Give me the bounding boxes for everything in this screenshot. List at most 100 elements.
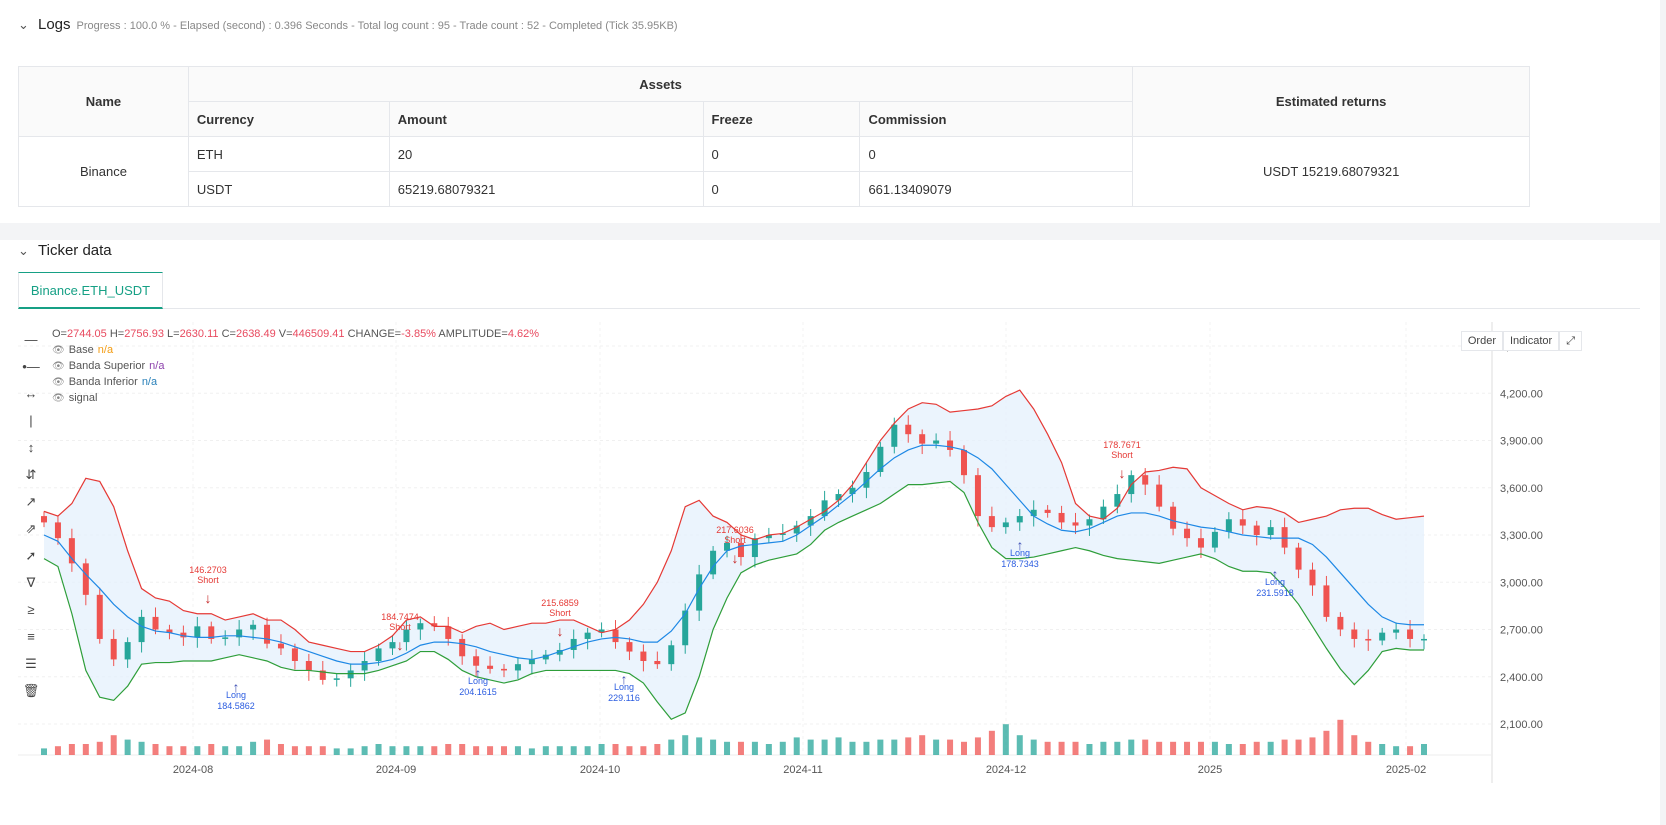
- candle-body: [1086, 519, 1093, 526]
- freeze-cell: 0: [702, 136, 861, 172]
- candle-body: [222, 637, 229, 639]
- legend-item-lower-band[interactable]: 👁 Banda Inferior n/a: [52, 376, 158, 388]
- candle-body: [779, 533, 786, 535]
- y-tick-label: 3,300.00: [1500, 530, 1543, 542]
- candle-body: [863, 472, 870, 488]
- volume-bar: [891, 739, 898, 755]
- horizontal-segment-icon[interactable]: ↔: [24, 386, 38, 401]
- candle-body: [1072, 522, 1079, 526]
- candle-body: [1100, 506, 1107, 520]
- indicator-button[interactable]: Indicator: [1502, 331, 1560, 351]
- horizontal-line-icon[interactable]: —: [24, 332, 38, 347]
- candle-body: [584, 632, 591, 639]
- vertical-line-icon[interactable]: |: [29, 413, 33, 428]
- volume-bar: [431, 746, 438, 755]
- col-currency: Currency: [187, 101, 390, 137]
- volume-bar: [194, 746, 201, 755]
- vertical-segment-icon[interactable]: ⇵: [25, 466, 37, 482]
- volume-bar: [250, 741, 257, 755]
- candle-body: [54, 522, 61, 539]
- fib-levels-icon[interactable]: ☰: [25, 655, 37, 671]
- candle-body: [124, 642, 131, 660]
- candle-body: [598, 629, 605, 633]
- parallel-channel-icon[interactable]: ≥: [27, 602, 35, 617]
- ticker-header[interactable]: ⌄ Ticker data: [18, 242, 112, 259]
- candle-body: [180, 632, 187, 638]
- legend-item-signal[interactable]: 👁 signal: [52, 392, 98, 404]
- horizontal-ray-icon[interactable]: •—: [22, 359, 40, 374]
- eye-icon[interactable]: 👁: [52, 392, 65, 404]
- volume-bar: [319, 746, 326, 755]
- candle-body: [947, 440, 954, 450]
- x-tick-label: 2024-12: [986, 764, 1026, 776]
- fib-retracement-icon[interactable]: ≡: [27, 629, 35, 644]
- volume-bar: [361, 746, 368, 755]
- candle-body: [1351, 629, 1358, 639]
- trend-line-icon[interactable]: ↗: [25, 493, 37, 509]
- volume-bar: [821, 739, 828, 755]
- volume-bar: [501, 746, 507, 755]
- legend-item-base[interactable]: 👁 Base n/a: [52, 344, 114, 356]
- logs-header[interactable]: ⌄ Logs Progress : 100.0 % - Elapsed (sec…: [18, 16, 678, 33]
- volume-bar: [765, 744, 772, 755]
- volume-bar: [961, 741, 967, 755]
- candle-body: [319, 670, 326, 680]
- candle-body: [612, 629, 619, 643]
- volume-bar: [1267, 741, 1274, 755]
- legend-item-upper-band[interactable]: 👁 Banda Superior n/a: [52, 360, 165, 372]
- candle-body: [1253, 525, 1260, 535]
- candle-body: [277, 643, 284, 649]
- eye-icon[interactable]: 👁: [52, 344, 65, 356]
- volume-bar: [1184, 741, 1191, 755]
- volume-bar: [1253, 741, 1260, 755]
- volume-bar: [222, 746, 229, 755]
- col-name: Name: [18, 66, 189, 137]
- price-chart[interactable]: 4,500.004,200.003,900.003,600.003,300.00…: [0, 240, 1660, 825]
- extended-line-icon[interactable]: ➚: [25, 547, 37, 563]
- volume-bar: [626, 746, 633, 755]
- chevron-down-icon[interactable]: ⌄: [18, 243, 29, 258]
- price-label-icon[interactable]: ∇: [26, 574, 36, 590]
- signal-value-label: 229.116: [608, 693, 640, 703]
- volume-bar: [403, 746, 410, 755]
- tab-eth-usdt[interactable]: Binance.ETH_USDT: [18, 272, 163, 309]
- volume-bar: [445, 744, 452, 755]
- volume-bar: [110, 735, 117, 755]
- volume-bar: [417, 746, 424, 755]
- candle-body: [1407, 629, 1414, 639]
- eye-icon[interactable]: 👁: [52, 360, 65, 372]
- trash-icon[interactable]: 🗑: [22, 682, 40, 698]
- volume-bar: [1295, 739, 1302, 755]
- candle-body: [528, 659, 535, 665]
- volume-bar: [166, 746, 173, 755]
- vertical-ray-icon[interactable]: ↕: [27, 440, 35, 455]
- y-tick-label: 4,200.00: [1500, 388, 1543, 400]
- candle-body: [1393, 629, 1400, 633]
- commission-cell: 0: [859, 136, 1134, 172]
- candle-body: [208, 626, 215, 639]
- upper-band-line: [43, 389, 1425, 653]
- ray-line-icon[interactable]: ⇗: [25, 520, 37, 536]
- volume-bar: [82, 744, 89, 755]
- candle-body: [1058, 512, 1065, 523]
- fullscreen-icon[interactable]: ⤢: [1559, 331, 1582, 351]
- volume-bar: [264, 739, 271, 755]
- chevron-down-icon[interactable]: ⌄: [18, 17, 29, 32]
- candle-body: [849, 487, 856, 495]
- volume-bar: [793, 737, 800, 755]
- volume-bar: [1142, 739, 1149, 755]
- signal-type-label: Long: [468, 676, 488, 686]
- lower-band-line: [43, 480, 1424, 721]
- volume-bar: [1156, 741, 1163, 755]
- candle-body: [333, 678, 340, 680]
- volume-bar: [375, 744, 382, 755]
- order-button[interactable]: Order: [1460, 331, 1503, 351]
- volume-bar: [1351, 735, 1358, 755]
- candle-body: [403, 629, 410, 643]
- volume-bar: [905, 737, 912, 755]
- x-tick-label: 2024-11: [783, 764, 823, 776]
- candle-body: [542, 654, 549, 660]
- amount-cell: 20: [388, 136, 704, 172]
- eye-icon[interactable]: 👁: [52, 376, 65, 388]
- candle-body: [166, 629, 173, 633]
